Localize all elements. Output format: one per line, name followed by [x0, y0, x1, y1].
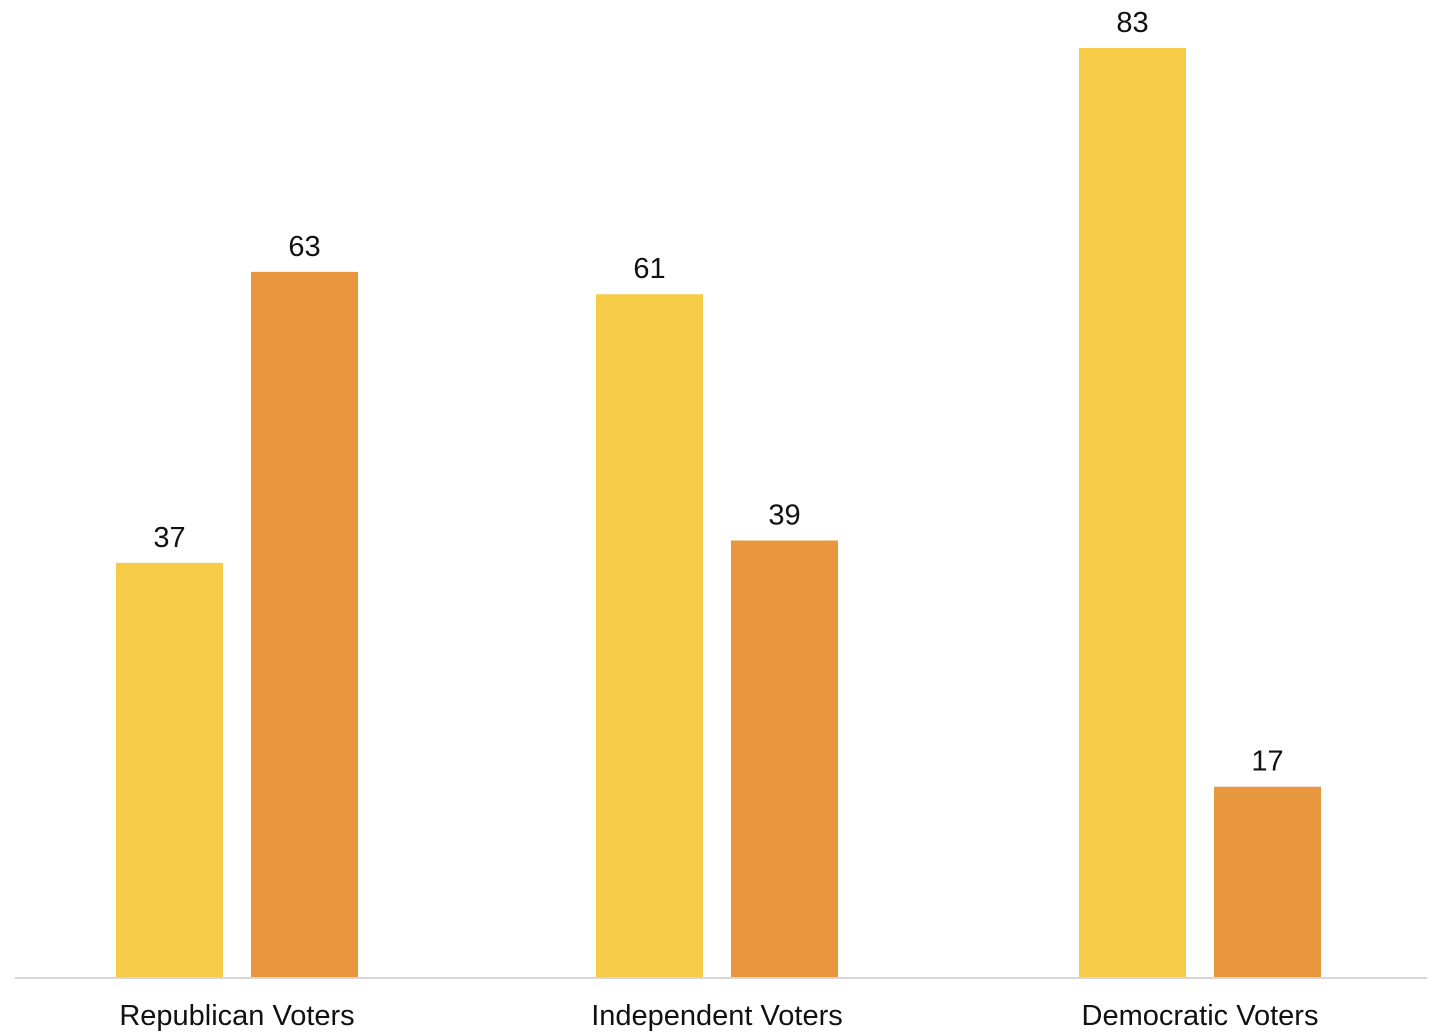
bar-independent-voters-series-1 — [596, 294, 703, 977]
data-labels-layer: 37 63 61 39 83 17 — [153, 7, 1283, 778]
category-label-democratic-voters: Democratic Voters — [1082, 1000, 1319, 1032]
bar-democratic-voters-series-2 — [1214, 786, 1321, 977]
data-label: 63 — [288, 231, 320, 263]
category-label-independent-voters: Independent Voters — [591, 1000, 843, 1032]
category-labels-layer: Republican Voters Independent Voters Democ… — [119, 1000, 1318, 1032]
bar-democratic-voters-series-1 — [1079, 48, 1186, 977]
data-label: 83 — [1116, 7, 1148, 39]
data-label: 37 — [153, 522, 185, 554]
bar-republican-voters-series-2 — [251, 271, 358, 977]
data-label: 17 — [1251, 746, 1283, 778]
bar-republican-voters-series-1 — [116, 562, 223, 977]
bar-independent-voters-series-2 — [731, 540, 838, 977]
bars-layer — [116, 48, 1321, 977]
category-label-republican-voters: Republican Voters — [119, 1000, 354, 1032]
data-label: 39 — [768, 499, 800, 531]
data-label: 61 — [633, 253, 665, 285]
